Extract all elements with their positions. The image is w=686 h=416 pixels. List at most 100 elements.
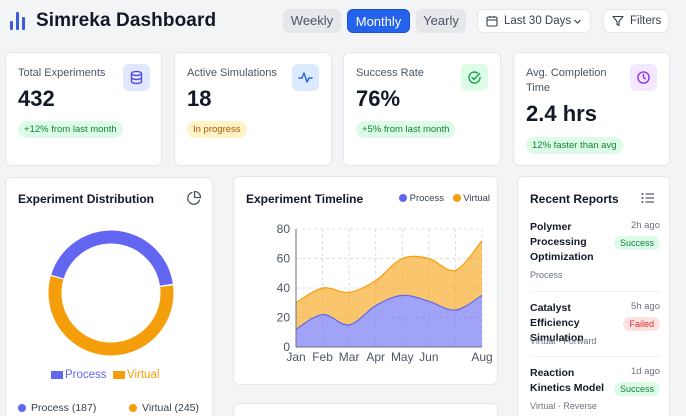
divider (530, 356, 660, 357)
period-weekly-button[interactable]: Weekly (283, 9, 341, 33)
y-tick-label: 60 (277, 252, 291, 266)
y-tick-label: 20 (277, 311, 291, 325)
stat-badge: +5% from last month (356, 121, 456, 138)
stat-card-success-rate: Success Rate 76% +5% from last month (343, 52, 501, 166)
stat-value: 18 (187, 86, 212, 111)
donut-slice-process (48, 230, 174, 356)
status-badge: Failed (623, 317, 660, 331)
report-tag: Virtual (530, 401, 556, 411)
x-tick-label: Jun (419, 350, 438, 364)
report-title: Catalyst Efficiency Simulation (530, 302, 584, 344)
experiment-distribution-card: Experiment Distribution Process Virtual … (5, 177, 213, 416)
timeline-area-chart: 0 20 40 60 80 Jan Feb Mar Apr May Jun Aug (277, 222, 493, 364)
legend-label: Process (409, 193, 444, 204)
status-badge: Success (613, 382, 660, 396)
y-tick-label: 0 (283, 340, 290, 354)
stat-card-total-experiments: Total Experiments 432 +12% from last mon… (5, 52, 162, 166)
stat-card-active-simulations: Active Simulations 18 In progress (174, 52, 332, 166)
report-title: Reaction Kinetics Model (530, 367, 605, 394)
card-title: Experiment Distribution (18, 192, 155, 206)
report-item[interactable]: Catalyst Efficiency Simulation 5h ago Fa… (530, 301, 660, 346)
filter-icon (612, 15, 624, 27)
report-tag: Forward (563, 336, 597, 346)
y-tick-label: 40 (277, 281, 291, 295)
report-tag: Virtual (530, 336, 556, 346)
distribution-donut-chart (48, 230, 174, 356)
clock-icon (630, 64, 657, 91)
dot (18, 404, 26, 413)
legend-dot-process (399, 194, 407, 203)
stat-value: 2.4 hrs (526, 101, 597, 126)
period-monthly-button[interactable]: Monthly (347, 9, 410, 33)
x-tick-label: Apr (366, 350, 385, 364)
footer-label: Process (187) (31, 402, 97, 414)
x-tick-label: Jan (286, 350, 305, 364)
area-process (296, 295, 482, 347)
stat-label: Avg. Completion Time (526, 67, 607, 94)
stat-value: 432 (18, 86, 55, 111)
experiment-timeline-card: Experiment Timeline Process Virtual 0 20 4… (233, 176, 498, 385)
legend-dot-virtual (452, 194, 461, 203)
y-tick-label: 80 (277, 222, 291, 236)
pie-chart-icon[interactable] (186, 190, 202, 206)
period-yearly-button[interactable]: Yearly (416, 9, 466, 33)
date-range-select[interactable]: Last 30 Days (477, 9, 591, 33)
legend-label: Process (65, 369, 107, 381)
filters-button[interactable]: Filters (603, 9, 669, 33)
status-badge: Success (613, 236, 660, 250)
report-item[interactable]: Reaction Kinetics Model 1d ago Success V… (530, 366, 660, 411)
legend-label: Virtual (127, 369, 160, 381)
report-meta: Process (530, 270, 563, 280)
activity-icon (292, 64, 319, 91)
stat-value: 76% (356, 86, 401, 111)
report-meta: Virtual · Forward (530, 336, 597, 346)
footer-label: Virtual (245) (142, 402, 200, 414)
legend-swatch (51, 370, 63, 379)
legend-swatch (113, 370, 125, 379)
stat-card-avg-completion-time: Avg. Completion Time 2.4 hrs 12% faster … (513, 52, 670, 166)
list-icon[interactable] (641, 192, 655, 204)
dot (129, 404, 137, 413)
check-circle-icon (461, 64, 488, 91)
stat-badge: +12% from last month (18, 121, 123, 138)
filters-label: Filters (630, 15, 662, 27)
footer-virtual-count: Virtual (245) (129, 402, 199, 414)
x-tick-label: Mar (339, 350, 360, 364)
stat-label: Active Simulations (187, 67, 277, 79)
line-process (295, 294, 483, 330)
stat-badge: 12% faster than avg (526, 137, 623, 154)
report-title: Polymer Processing Optimization (530, 221, 594, 263)
timeline-legend: Process Virtual (399, 193, 490, 204)
database-icon (123, 64, 150, 91)
calendar-icon (486, 16, 498, 27)
date-range-label: Last 30 Days (504, 15, 572, 27)
stat-badge: In progress (187, 121, 247, 138)
bar-chart-icon (10, 12, 26, 30)
lower-card (233, 403, 498, 416)
x-tick-label: Aug (471, 350, 492, 364)
legend-label: Virtual (463, 193, 491, 204)
area-virtual (296, 240, 482, 330)
legend-item-virtual: Virtual (113, 369, 159, 381)
report-item[interactable]: Polymer Processing Optimization 2h ago S… (530, 220, 660, 282)
line-virtual (295, 240, 483, 304)
x-tick-label: Feb (312, 350, 333, 364)
dashboard-header: Simreka Dashboard Weekly Monthly Yearly … (0, 0, 686, 44)
app-title: Simreka Dashboard (36, 10, 217, 31)
recent-reports-card: Recent Reports Polymer Processing Optimi… (517, 176, 670, 416)
footer-process-count: Process (187) (18, 402, 96, 414)
report-time: 5h ago (630, 301, 660, 312)
stat-label: Total Experiments (18, 67, 106, 79)
donut-slice-virtual (48, 230, 174, 356)
stat-label: Success Rate (356, 67, 424, 79)
report-time: 1d ago (630, 366, 660, 377)
legend-item-process: Process (51, 369, 107, 381)
chevron-down-icon (574, 19, 581, 24)
report-tag: Reverse (563, 401, 597, 411)
report-tag: Process (530, 270, 563, 280)
divider (530, 291, 660, 292)
x-tick-label: May (391, 350, 414, 364)
report-time: 2h ago (630, 220, 660, 231)
card-title: Experiment Timeline (246, 192, 364, 206)
report-meta: Virtual · Reverse (530, 401, 597, 411)
